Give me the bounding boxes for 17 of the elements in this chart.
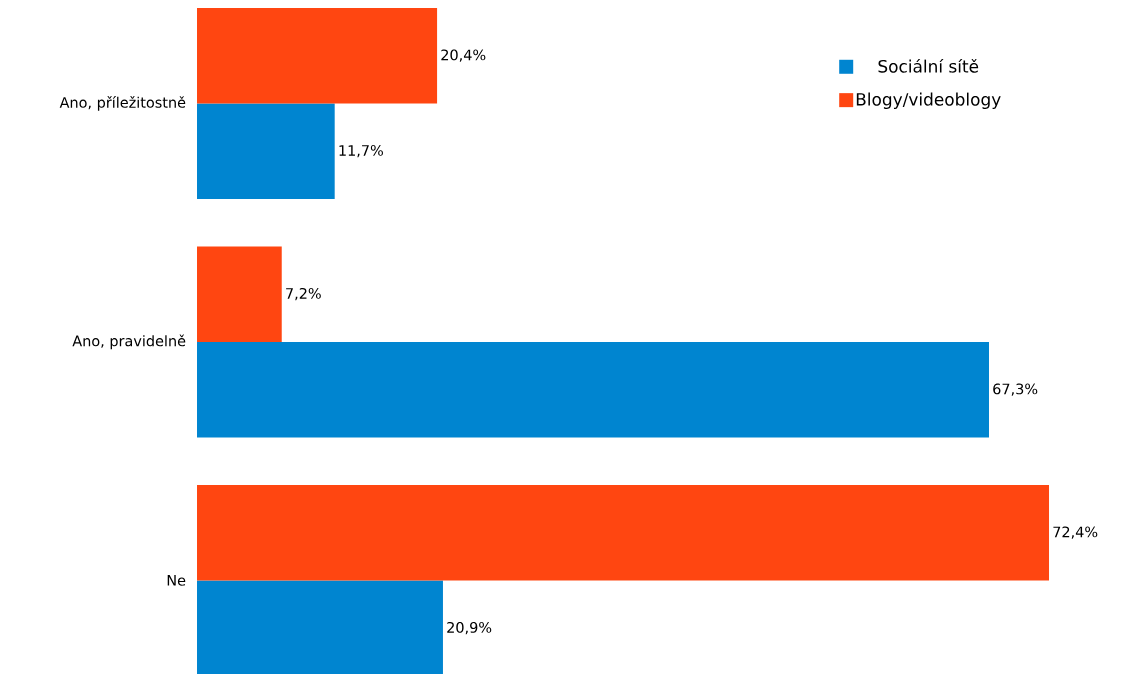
bar — [197, 341, 989, 438]
bar — [197, 484, 1050, 581]
y-tick-label: Ano, příležitostně — [59, 96, 186, 111]
y-tick-label: Ano, pravidelně — [72, 334, 186, 350]
data-label: 20,4% — [441, 49, 486, 62]
data-label: 11,7% — [339, 144, 383, 158]
legend-label: Blogy/videoblogy — [856, 92, 1001, 110]
bar — [197, 246, 282, 342]
data-label: 7,2% — [286, 287, 321, 301]
bar — [197, 103, 335, 199]
data-label: 72,4% — [1053, 526, 1098, 539]
data-label: 67,3% — [993, 383, 1038, 396]
bar — [197, 580, 443, 674]
y-tick-label: Ne — [167, 575, 186, 586]
data-label: 20,9% — [447, 621, 492, 635]
legend-label: Sociální sítě — [878, 58, 979, 73]
bar — [197, 7, 438, 104]
